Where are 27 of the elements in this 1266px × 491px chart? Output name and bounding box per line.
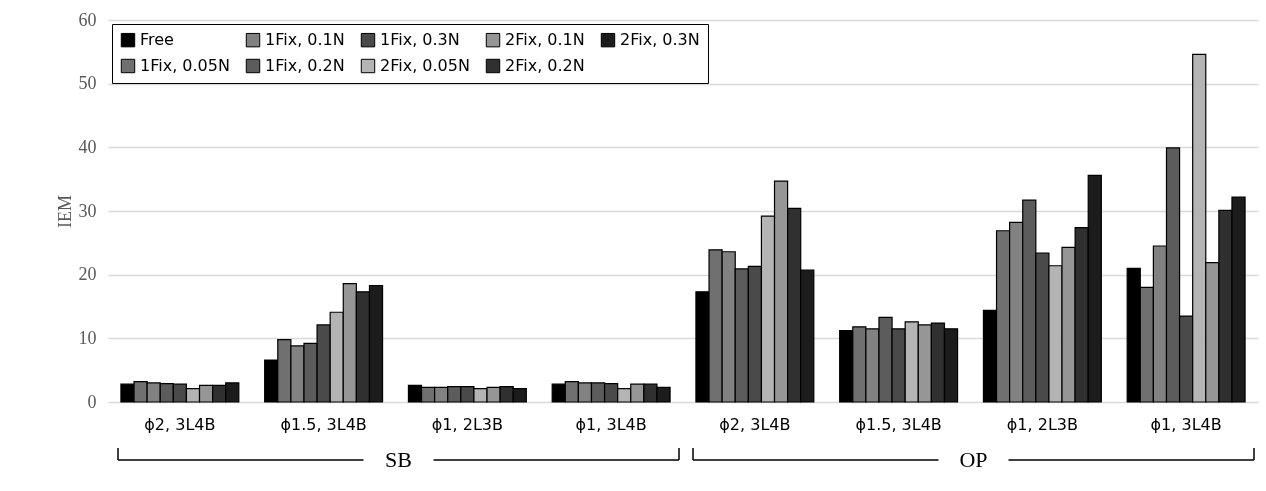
y-tick-label: 30 — [78, 200, 97, 221]
legend-label: 2Fix, 0.05N — [380, 56, 470, 75]
legend-label: 2Fix, 0.2N — [505, 56, 585, 75]
legend-label: 2Fix, 0.1N — [505, 30, 585, 50]
legend-label: 1Fix, 0.3N — [380, 30, 460, 50]
x-tick-label: ϕ1.5, 3L4B — [855, 414, 942, 434]
text: OP — [959, 447, 988, 472]
text: SB — [385, 447, 412, 472]
x-tick-label: ϕ1, 3L4B — [1150, 414, 1222, 434]
y-tick-label: 50 — [78, 73, 97, 94]
legend-label: Free — [140, 30, 174, 50]
y-tick-label: 40 — [78, 136, 97, 157]
y-tick-label: 60 — [78, 9, 97, 30]
x-tick-label: ϕ1, 2L3B — [1006, 414, 1078, 434]
legend-label: 1Fix, 0.2N — [265, 56, 345, 75]
x-tick-label: ϕ1, 3L4B — [575, 414, 647, 434]
x-tick-label: ϕ1, 2L3B — [431, 414, 503, 434]
y-tick-label: 10 — [78, 327, 97, 348]
legend-label: 1Fix, 0.05N — [140, 56, 230, 75]
x-tick-label: ϕ2, 3L4B — [719, 414, 791, 434]
y-axis-title: IEM — [54, 195, 75, 228]
y-tick-label: 0 — [87, 391, 97, 412]
x-tick-label: ϕ1.5, 3L4B — [280, 414, 367, 434]
legend-label: 2Fix, 0.3N — [620, 30, 700, 50]
y-tick-label: 20 — [78, 264, 97, 285]
legend-label: 1Fix, 0.1N — [265, 30, 345, 50]
x-tick-label: ϕ2, 3L4B — [144, 414, 216, 434]
